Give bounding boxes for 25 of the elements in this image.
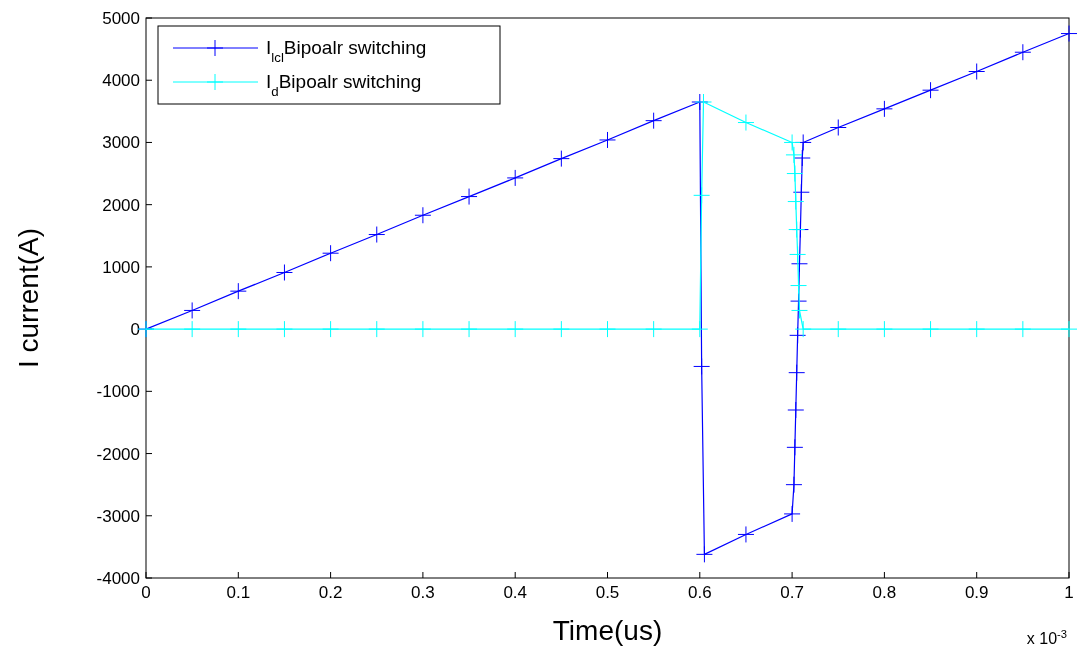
x-tick-label: 1 bbox=[1064, 583, 1074, 602]
y-tick-label: -1000 bbox=[96, 382, 140, 402]
x-axis-title: Time(us) bbox=[552, 615, 663, 646]
x-tick-label: 0.4 bbox=[503, 583, 528, 602]
legend-label: I$_{d}$Bipoalr switching bbox=[266, 71, 422, 99]
x-tick-label: 0.1 bbox=[226, 583, 251, 602]
y-tick-label: 5000 bbox=[102, 8, 140, 28]
x-tick-label: 0.5 bbox=[595, 583, 620, 602]
x-tick-label: 0.8 bbox=[872, 583, 897, 602]
y-tick-label: 3000 bbox=[102, 133, 140, 153]
x-tick-label: 0.6 bbox=[687, 583, 712, 602]
y-tick-label: 2000 bbox=[102, 195, 140, 215]
y-axis-title: I current(A) bbox=[13, 227, 44, 369]
x-tick-label: 0.3 bbox=[411, 583, 435, 602]
y-tick-label: 0 bbox=[130, 320, 140, 340]
y-tick-label: 4000 bbox=[102, 71, 140, 91]
legend-label: I$_{lcl}$Bipoalr switching bbox=[266, 37, 427, 65]
x-tick-label: 0.2 bbox=[318, 583, 343, 602]
y-tick-label: -4000 bbox=[96, 568, 140, 588]
y-tick-label: 1000 bbox=[102, 257, 140, 277]
x-tick-label: 0.7 bbox=[780, 583, 804, 602]
x-tick-label: 0.9 bbox=[964, 583, 989, 602]
y-tick-label: -2000 bbox=[96, 444, 140, 464]
y-tick-label: -3000 bbox=[96, 506, 140, 526]
text: x 10$^{-3}$ bbox=[1026, 628, 1067, 647]
